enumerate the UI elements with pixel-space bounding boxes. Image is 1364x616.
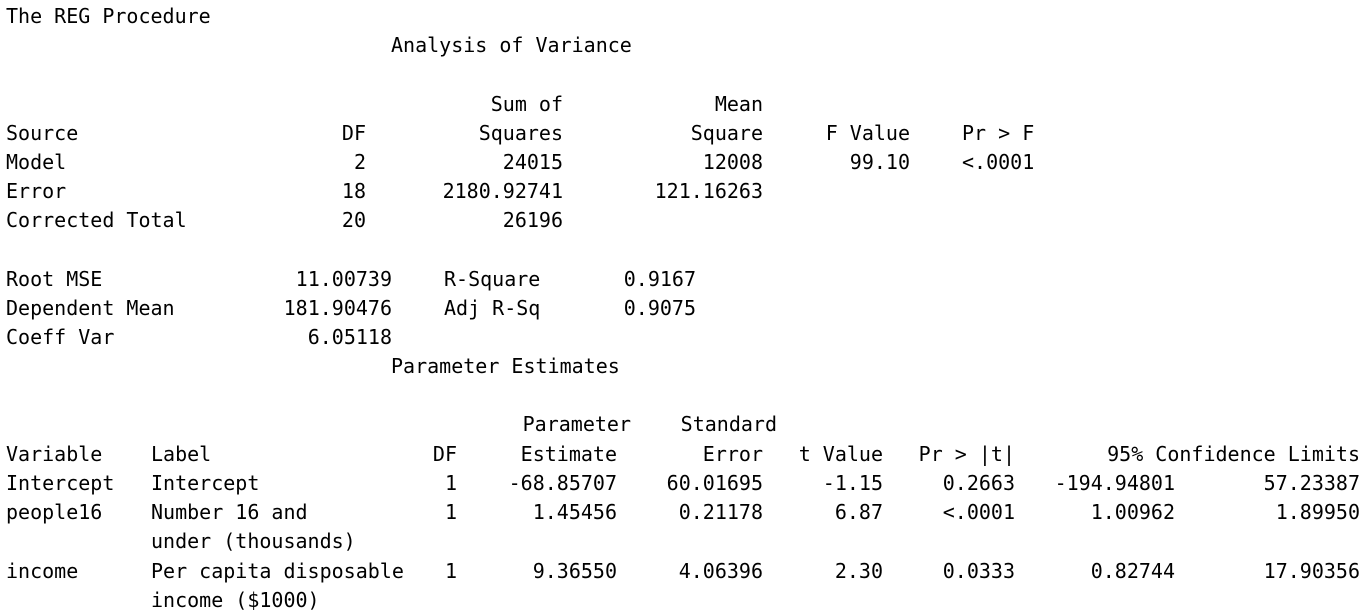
anova-row-p: <.0001 bbox=[962, 150, 1035, 174]
param-row-p-value: 0.2663 bbox=[942, 471, 1015, 495]
param-row-t-value: -1.15 bbox=[822, 471, 883, 495]
params-header-se-bottom: Error bbox=[702, 442, 763, 466]
param-row-std-error: 4.06396 bbox=[678, 559, 763, 583]
anova-row-df: 18 bbox=[341, 179, 366, 203]
procedure-title: The REG Procedure bbox=[6, 4, 211, 28]
anova-row-source: Error bbox=[6, 179, 67, 203]
fit-stat-label: Dependent Mean bbox=[6, 296, 175, 320]
param-row-variable: Intercept bbox=[6, 471, 115, 495]
params-header-est-top: Parameter bbox=[522, 412, 631, 436]
fit-stat-value2: 0.9167 bbox=[623, 267, 696, 291]
param-row-label: Number 16 and bbox=[151, 500, 308, 524]
param-row-lower-cl: 0.82744 bbox=[1090, 559, 1175, 583]
anova-row-f: 99.10 bbox=[849, 150, 910, 174]
param-row-variable: income bbox=[6, 559, 79, 583]
anova-header-df: DF bbox=[341, 121, 366, 145]
anova-header-ss-top: Sum of bbox=[490, 92, 563, 116]
params-header-variable: Variable bbox=[6, 442, 103, 466]
param-row-label-cont: under (thousands) bbox=[151, 529, 356, 553]
fit-stat-value2: 0.9075 bbox=[623, 296, 696, 320]
fit-stat-label: Coeff Var bbox=[6, 325, 115, 349]
param-row-t-value: 2.30 bbox=[834, 559, 883, 583]
fit-stat-value: 11.00739 bbox=[295, 267, 392, 291]
param-row-df: 1 bbox=[444, 500, 457, 524]
anova-row-df: 20 bbox=[341, 208, 366, 232]
anova-header-f: F Value bbox=[825, 121, 910, 145]
anova-header-ms-bottom: Square bbox=[690, 121, 763, 145]
anova-header-ss-bottom: Squares bbox=[478, 121, 563, 145]
anova-row-ss: 24015 bbox=[502, 150, 563, 174]
params-header-df: DF bbox=[432, 442, 457, 466]
param-row-variable: people16 bbox=[6, 500, 103, 524]
anova-row-df: 2 bbox=[353, 150, 366, 174]
params-header-label: Label bbox=[151, 442, 212, 466]
param-row-estimate: 1.45456 bbox=[532, 500, 617, 524]
param-row-p-value: <.0001 bbox=[942, 500, 1015, 524]
fit-stat-label: Root MSE bbox=[6, 267, 103, 291]
param-row-label: Per capita disposable bbox=[151, 559, 404, 583]
param-row-df: 1 bbox=[444, 559, 457, 583]
anova-row-ss: 26196 bbox=[502, 208, 563, 232]
param-row-estimate: -68.85707 bbox=[508, 471, 617, 495]
param-row-upper-cl: 1.89950 bbox=[1275, 500, 1360, 524]
param-row-p-value: 0.0333 bbox=[942, 559, 1015, 583]
fit-stat-label2: Adj R-Sq bbox=[444, 296, 541, 320]
params-header-est-bottom: Estimate bbox=[520, 442, 617, 466]
anova-header-source: Source bbox=[6, 121, 79, 145]
anova-row-source: Model bbox=[6, 150, 67, 174]
params-heading: Parameter Estimates bbox=[391, 354, 620, 378]
param-row-t-value: 6.87 bbox=[834, 500, 883, 524]
params-header-ci: 95% Confidence Limits bbox=[1107, 442, 1360, 466]
params-header-p: Pr > |t| bbox=[918, 442, 1015, 466]
param-row-df: 1 bbox=[444, 471, 457, 495]
anova-row-ms: 121.16263 bbox=[654, 179, 763, 203]
param-row-lower-cl: -194.94801 bbox=[1054, 471, 1175, 495]
fit-stat-value: 6.05118 bbox=[307, 325, 392, 349]
anova-header-ms-top: Mean bbox=[714, 92, 763, 116]
param-row-estimate: 9.36550 bbox=[532, 559, 617, 583]
param-row-lower-cl: 1.00962 bbox=[1090, 500, 1175, 524]
anova-row-source: Corrected Total bbox=[6, 208, 187, 232]
fit-stat-label2: R-Square bbox=[444, 267, 541, 291]
param-row-upper-cl: 57.23387 bbox=[1263, 471, 1360, 495]
anova-header-p: Pr > F bbox=[962, 121, 1035, 145]
anova-row-ms: 12008 bbox=[702, 150, 763, 174]
param-row-std-error: 0.21178 bbox=[678, 500, 763, 524]
fit-stat-value: 181.90476 bbox=[283, 296, 392, 320]
param-row-label: Intercept bbox=[151, 471, 260, 495]
params-header-se-top: Standard bbox=[680, 412, 777, 436]
param-row-std-error: 60.01695 bbox=[666, 471, 763, 495]
param-row-upper-cl: 17.90356 bbox=[1263, 559, 1360, 583]
anova-row-ss: 2180.92741 bbox=[442, 179, 563, 203]
anova-heading: Analysis of Variance bbox=[391, 33, 632, 57]
param-row-label-cont: income ($1000) bbox=[151, 588, 320, 612]
params-header-t: t Value bbox=[798, 442, 883, 466]
